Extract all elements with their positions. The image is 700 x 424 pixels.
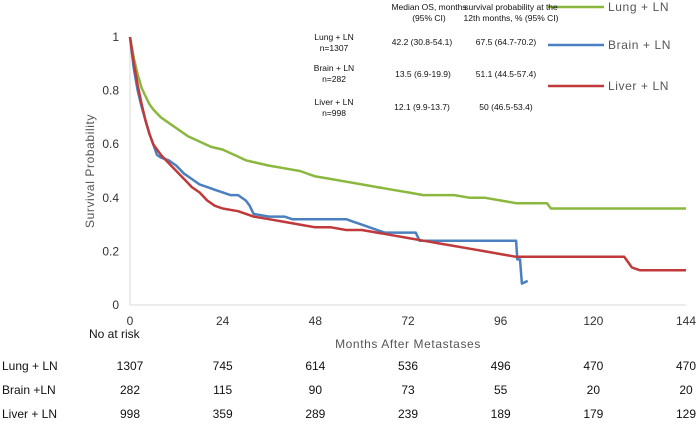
y-tick-label: 0.6 [102, 137, 119, 151]
risk-row-value: 115 [213, 383, 232, 397]
x-axis-title: Months After Metastases [335, 337, 481, 351]
risk-table: No at risk Lung + LN 1307 745 614 536 496 470 4… [2, 327, 696, 421]
y-tick-label: 0 [112, 298, 119, 312]
risk-row-value: 470 [676, 359, 696, 373]
stats-row-lung-median: 42.2 (30.8-54.1) [392, 37, 453, 47]
x-tick-label: 24 [216, 314, 230, 328]
y-tick-label: 0.4 [102, 191, 119, 205]
risk-row-value: 536 [398, 359, 418, 373]
stats-row-liver-group-line1: Liver + LN [315, 97, 354, 107]
risk-table-title: No at risk [89, 327, 141, 341]
risk-row-value: 470 [583, 359, 603, 373]
legend-label-liver: Liver + LN [608, 79, 669, 93]
stats-header-surv-line2: 12th months, % (95% CI) [464, 13, 559, 23]
risk-row-value: 998 [120, 407, 140, 421]
y-tick-labels: 0 0.2 0.4 0.6 0.8 1 [102, 30, 119, 312]
x-tick-labels: 0 24 48 72 96 120 144 [127, 314, 697, 328]
stats-header-median-line2: (95% CI) [412, 13, 446, 23]
x-tick-label: 0 [127, 314, 134, 328]
risk-row-value: 73 [401, 383, 415, 397]
legend-label-brain: Brain + LN [608, 38, 671, 52]
y-tick-label: 0.2 [102, 244, 119, 258]
risk-row-value: 189 [491, 407, 511, 421]
risk-row-label: Lung + LN [2, 359, 58, 373]
stats-row-lung-group-line2: n=1307 [320, 43, 349, 53]
stats-row-brain-group-line2: n=282 [322, 74, 346, 84]
legend: Lung + LN Brain + LN Liver + LN [548, 0, 671, 93]
risk-row-value: 20 [679, 383, 693, 397]
stats-header-surv-line1: survival probability at the [464, 2, 558, 12]
risk-row-value: 496 [491, 359, 511, 373]
stats-row-brain-surv: 51.1 (44.5-57.4) [476, 69, 537, 79]
series-line-liver [128, 36, 686, 272]
stats-row-lung-group-line1: Lung + LN [314, 32, 353, 42]
stats-row-brain-median: 13.5 (6.9-19.9) [395, 69, 451, 79]
series-line-lung [128, 36, 686, 210]
risk-row-value: 129 [676, 407, 696, 421]
risk-row-value: 179 [583, 407, 603, 421]
risk-row-value: 745 [213, 359, 233, 373]
risk-rows: Lung + LN 1307 745 614 536 496 470 470 Brain +LN… [2, 359, 696, 421]
stats-row-liver-median: 12.1 (9.9-13.7) [394, 102, 450, 112]
risk-row-value: 1307 [117, 359, 144, 373]
risk-row-value: 282 [120, 383, 140, 397]
stats-row-liver-group-line2: n=998 [322, 108, 346, 118]
risk-row-value: 359 [213, 407, 233, 421]
legend-label-lung: Lung + LN [608, 0, 669, 14]
y-tick-label: 1 [112, 30, 119, 44]
stats-header-median-line1: Median OS, months [391, 2, 466, 12]
x-tick-label: 96 [494, 314, 508, 328]
risk-row-value: 289 [305, 407, 325, 421]
risk-row-value: 55 [494, 383, 508, 397]
risk-row-value: 239 [398, 407, 418, 421]
y-axis-title: Survival Probability [83, 114, 97, 228]
x-tick-label: 120 [583, 314, 603, 328]
y-tick-label: 0.8 [102, 84, 119, 98]
survival-curves [128, 36, 686, 285]
risk-row-value: 20 [587, 383, 601, 397]
stats-row-brain-group-line1: Brain + LN [314, 63, 354, 73]
stats-table: Median OS, months (95% CI) survival prob… [314, 2, 559, 118]
x-tick-label: 144 [676, 314, 696, 328]
risk-row-label: Brain +LN [2, 383, 56, 397]
stats-row-lung-surv: 67.5 (64.7-70.2) [476, 37, 537, 47]
x-tick-label: 48 [309, 314, 323, 328]
risk-row-label: Liver + LN [2, 407, 57, 421]
risk-row-value: 614 [305, 359, 325, 373]
x-tick-label: 72 [401, 314, 415, 328]
risk-row-value: 90 [309, 383, 323, 397]
stats-row-liver-surv: 50 (46.5-53.4) [479, 102, 533, 112]
